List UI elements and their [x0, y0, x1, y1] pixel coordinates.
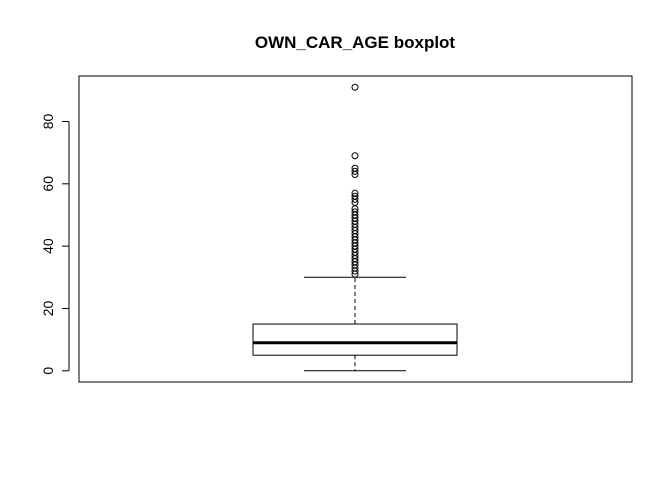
outlier-points — [351, 83, 359, 278]
outlier-point — [351, 189, 359, 197]
y-tick-label-20: 20 — [40, 300, 56, 316]
y-tick-label-0: 0 — [40, 367, 56, 375]
outlier-point — [351, 83, 359, 91]
outlier-point — [351, 167, 359, 175]
interquartile-box — [252, 323, 458, 356]
outlier-point — [351, 208, 359, 216]
outlier-point — [351, 164, 359, 172]
chart-title: OWN_CAR_AGE boxplot — [255, 33, 456, 52]
plot-frame — [78, 75, 633, 383]
outlier-point — [351, 192, 359, 200]
y-tick-label-60: 60 — [40, 176, 56, 192]
boxplot — [252, 276, 458, 372]
outlier-point — [351, 152, 359, 160]
y-axis: 0 20 40 60 80 — [40, 113, 70, 375]
y-tick-label-80: 80 — [40, 113, 56, 129]
y-tick-label-40: 40 — [40, 238, 56, 254]
